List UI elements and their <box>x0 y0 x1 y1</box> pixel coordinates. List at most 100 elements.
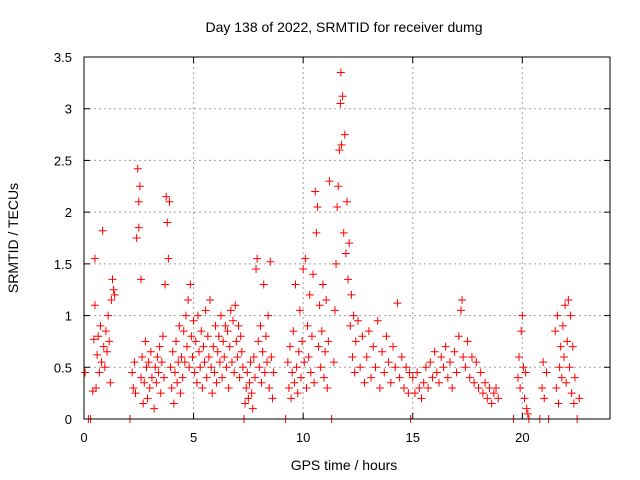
data-point <box>474 383 483 392</box>
data-point <box>339 228 348 237</box>
data-point <box>253 254 262 263</box>
data-point <box>231 301 240 310</box>
data-point <box>210 368 219 377</box>
data-point <box>551 327 560 336</box>
data-point <box>247 389 256 398</box>
data-point <box>561 301 570 310</box>
data-point <box>344 275 353 284</box>
data-point <box>391 363 400 372</box>
data-point <box>565 363 574 372</box>
data-point <box>540 394 549 403</box>
data-point <box>198 383 207 392</box>
data-point <box>517 327 526 336</box>
data-point <box>554 399 563 408</box>
data-point <box>258 347 267 356</box>
data-point <box>147 373 156 382</box>
data-point <box>299 265 308 274</box>
data-point <box>229 316 238 325</box>
data-point <box>367 373 376 382</box>
data-point <box>254 337 263 346</box>
data-point <box>395 373 404 382</box>
data-point <box>244 394 253 403</box>
data-point <box>224 383 233 392</box>
data-point <box>476 368 485 377</box>
data-point <box>489 389 498 398</box>
data-point <box>402 363 411 372</box>
data-point <box>242 383 251 392</box>
data-point <box>568 342 577 351</box>
data-point <box>257 378 266 387</box>
data-point <box>292 363 301 372</box>
data-point <box>189 316 198 325</box>
data-point <box>294 347 303 356</box>
data-point <box>481 378 490 387</box>
data-point <box>358 332 367 341</box>
data-point <box>389 342 398 351</box>
data-point <box>520 394 529 403</box>
data-point <box>314 342 323 351</box>
data-point <box>106 378 115 387</box>
data-point <box>478 389 487 398</box>
y-tick-label: 0 <box>65 412 72 427</box>
data-point <box>346 321 355 330</box>
data-point <box>334 182 343 191</box>
data-point <box>248 404 257 413</box>
data-point <box>108 275 117 284</box>
data-point <box>237 347 246 356</box>
data-point <box>323 383 332 392</box>
data-point <box>483 394 492 403</box>
data-point <box>397 352 406 361</box>
data-point <box>101 327 110 336</box>
data-point <box>152 378 161 387</box>
y-tick-label: 1 <box>65 309 72 324</box>
data-point <box>94 332 103 341</box>
data-point <box>129 383 138 392</box>
data-point <box>168 347 177 356</box>
data-point <box>216 311 225 320</box>
data-point <box>539 358 548 367</box>
data-point <box>249 352 258 361</box>
data-point <box>155 342 164 351</box>
y-tick-label: 1.5 <box>54 257 72 272</box>
data-point <box>163 218 172 227</box>
data-point <box>437 352 446 361</box>
data-point <box>263 358 272 367</box>
y-tick-label: 2 <box>65 205 72 220</box>
data-point <box>284 383 293 392</box>
data-point <box>161 280 170 289</box>
data-point <box>96 321 105 330</box>
data-point <box>104 311 113 320</box>
data-point <box>343 197 351 206</box>
data-point <box>267 352 276 361</box>
data-point <box>293 389 302 398</box>
data-point <box>333 202 342 211</box>
data-point <box>467 352 476 361</box>
data-point <box>421 363 430 372</box>
data-point <box>330 306 339 315</box>
data-point <box>556 342 565 351</box>
x-tick-label: 5 <box>190 430 197 445</box>
data-point <box>432 368 441 377</box>
data-point <box>298 337 307 346</box>
data-point <box>265 383 274 392</box>
data-point <box>569 399 578 408</box>
data-point <box>226 306 235 315</box>
data-point <box>236 332 245 341</box>
data-point <box>382 332 391 341</box>
data-point <box>252 265 261 274</box>
y-tick-label: 3.5 <box>54 50 72 65</box>
data-point <box>386 378 395 387</box>
data-point <box>199 342 208 351</box>
data-point <box>159 373 168 382</box>
x-tick-label: 10 <box>296 430 310 445</box>
data-point <box>415 383 424 392</box>
data-point <box>419 378 428 387</box>
data-point <box>301 254 310 263</box>
data-point <box>153 352 162 361</box>
data-point <box>235 373 244 382</box>
data-point <box>461 363 470 372</box>
data-point <box>190 368 199 377</box>
data-point <box>373 316 382 325</box>
data-point <box>165 197 174 206</box>
